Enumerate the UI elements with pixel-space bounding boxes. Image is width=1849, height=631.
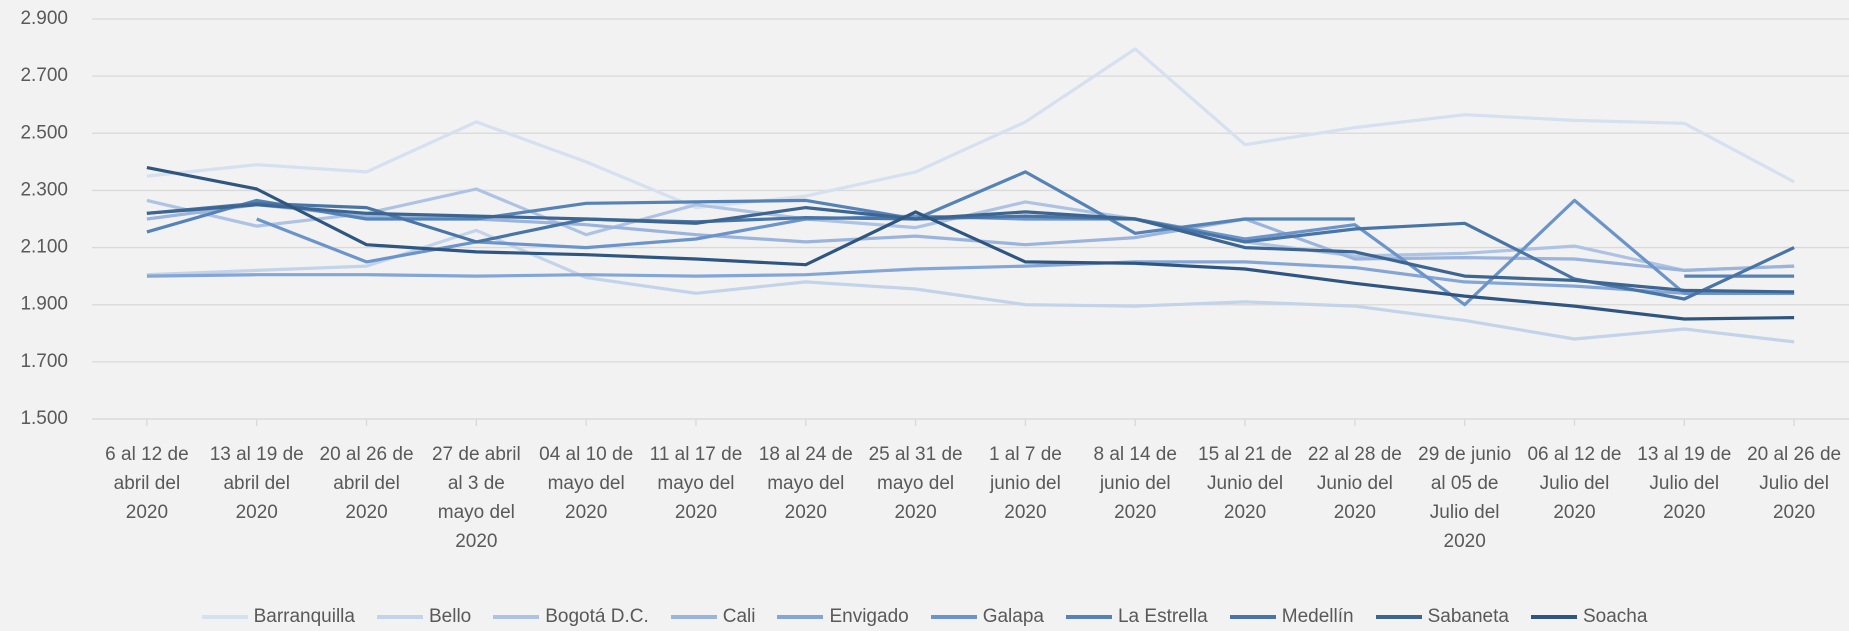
x-tick-label: 6 al 12 de abril del 2020 — [105, 444, 189, 523]
legend-item: Sabaneta — [1375, 606, 1509, 628]
x-tick-label: 11 al 17 de mayo del 2020 — [649, 444, 743, 523]
legend-swatch — [201, 615, 248, 619]
x-tick-label: 20 al 26 de Julio del 2020 — [1747, 444, 1842, 523]
y-tick-label: 1.700 — [20, 351, 68, 372]
legend-label: Bogotá D.C. — [545, 606, 649, 627]
legend-label: La Estrella — [1117, 606, 1208, 627]
series-line — [146, 170, 1795, 278]
y-tick-label: 2.900 — [20, 8, 68, 29]
legend-swatch — [493, 615, 540, 619]
legend-swatch — [1229, 615, 1276, 619]
series-line — [146, 47, 1795, 210]
legend-item: Envigado — [777, 606, 909, 628]
y-tick-label: 2.100 — [20, 237, 68, 258]
legend-swatch — [930, 615, 977, 619]
y-tick-label: 1.900 — [20, 294, 68, 315]
y-tick-label: 2.700 — [20, 65, 68, 86]
legend-label: Soacha — [1582, 606, 1648, 627]
x-tick-label: 22 al 28 de Junio del 2020 — [1307, 444, 1402, 523]
legend: Barranquilla Bello Bogotá D.C. Cali Envigado… — [0, 606, 1849, 628]
x-tick-label: 1 al 7 de junio del 2020 — [988, 444, 1062, 523]
x-tick-label: 15 al 21 de Junio del 2020 — [1198, 444, 1293, 523]
series-line — [256, 198, 1795, 307]
y-tick-label: 2.500 — [20, 122, 68, 143]
x-tick-label: 18 al 24 de mayo del 2020 — [758, 444, 853, 523]
x-tick-label: 20 al 26 de abril del 2020 — [319, 444, 414, 523]
legend-item: Cali — [670, 606, 756, 628]
legend-swatch — [1375, 615, 1422, 619]
legend-label: Barranquilla — [253, 606, 355, 627]
series-line — [146, 166, 1795, 321]
legend-item: Galapa — [930, 606, 1044, 628]
series-line — [146, 260, 1795, 295]
legend-label: Medellín — [1281, 606, 1354, 627]
x-tick-label: 06 al 12 de Julio del 2020 — [1527, 444, 1622, 523]
series-line — [146, 201, 1795, 301]
legend-swatch — [376, 615, 423, 619]
legend-label: Cali — [722, 606, 756, 627]
x-tick-label: 04 al 10 de mayo del 2020 — [539, 444, 634, 523]
x-tick-label: 13 al 19 de Julio del 2020 — [1637, 444, 1732, 523]
legend-swatch — [777, 615, 824, 619]
x-tick-label: 8 al 14 de junio del 2020 — [1093, 444, 1177, 523]
legend-item: Soacha — [1530, 606, 1648, 628]
legend-item: Bogotá D.C. — [493, 606, 649, 628]
legend-item: Bello — [376, 606, 472, 628]
y-tick-label: 2.300 — [20, 179, 68, 200]
y-tick-label: 1.500 — [20, 408, 68, 429]
legend-label: Envigado — [829, 606, 909, 627]
legend-label: Sabaneta — [1427, 606, 1509, 627]
legend-label: Galapa — [982, 606, 1044, 627]
legend-swatch — [1530, 615, 1577, 619]
series-line — [146, 203, 1795, 294]
legend-swatch — [670, 615, 717, 619]
legend-item: Medellín — [1229, 606, 1354, 628]
legend-item: Barranquilla — [201, 606, 355, 628]
x-tick-label: 13 al 19 de abril del 2020 — [209, 444, 304, 523]
legend-item: La Estrella — [1065, 606, 1208, 628]
x-tick-label: 25 al 31 de mayo del 2020 — [868, 444, 963, 523]
x-tick-label: 27 de abril al 3 de mayo del 2020 — [431, 444, 521, 552]
legend-label: Bello — [428, 606, 472, 627]
x-tick-label: 29 de junio al 05 de Julio del 2020 — [1418, 444, 1512, 552]
legend-swatch — [1065, 615, 1112, 619]
